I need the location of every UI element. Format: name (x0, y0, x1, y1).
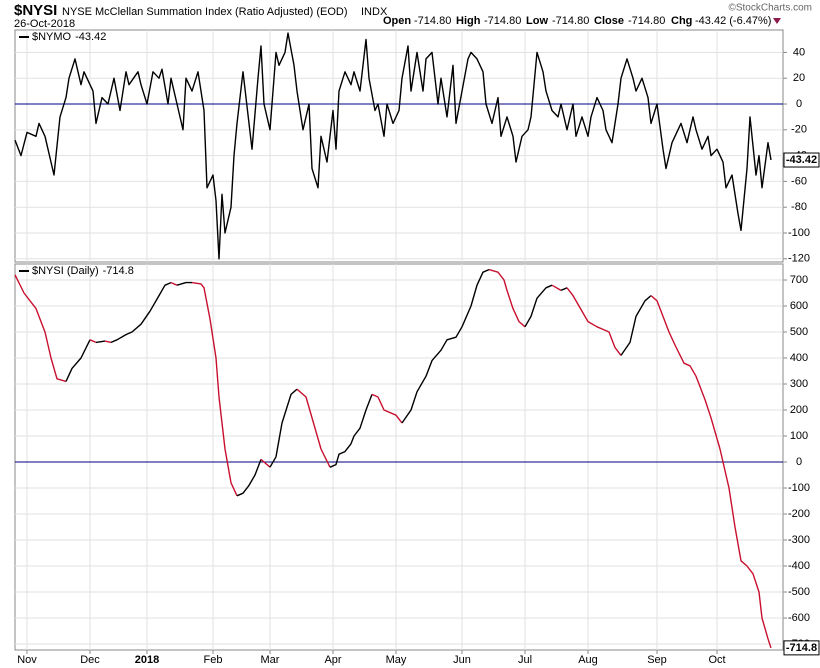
y-tick-label: -80 (791, 201, 807, 213)
series-line (191, 281, 238, 497)
series-line (620, 295, 652, 356)
open-label: Open (383, 15, 411, 27)
y-tick-label: -60 (791, 175, 807, 187)
x-tick-label: Aug (578, 654, 598, 666)
series-line (650, 295, 772, 649)
series-line (236, 459, 262, 497)
panel-frame (14, 263, 784, 651)
x-tick-label: May (386, 654, 407, 666)
series-line (551, 284, 562, 292)
y-tick-label: -120 (788, 253, 810, 265)
legend-name: $NYSI (Daily) (32, 265, 99, 277)
last-value-tag (783, 640, 820, 656)
y-tick-label: 100 (790, 430, 808, 442)
y-tick-label: 0 (796, 456, 802, 468)
x-tick-label: Jun (453, 654, 471, 666)
y-tick-label: 400 (790, 352, 808, 364)
low: -714.80 (552, 15, 589, 27)
close-label: Close (594, 15, 624, 27)
y-tick-label: 200 (790, 404, 808, 416)
exchange: INDX (361, 6, 388, 18)
series-line (296, 388, 331, 468)
series-line (65, 339, 91, 382)
low-label: Low (526, 15, 548, 27)
last-value-label: -43.42 (786, 154, 817, 166)
series-line (401, 268, 490, 424)
index-name: NYSE McClellan Summation Index (Ratio Ad… (62, 6, 348, 18)
y-tick-label: 700 (790, 274, 808, 286)
y-tick-label: 0 (796, 98, 802, 110)
high: -714.80 (484, 15, 521, 27)
x-tick-label: Oct (708, 654, 725, 666)
series-line (566, 287, 622, 356)
y-tick-label: 40 (793, 46, 805, 58)
series-line (524, 284, 553, 328)
copyright: ©StockCharts.com (728, 3, 812, 14)
close: -714.80 (628, 15, 665, 27)
series-line (110, 281, 172, 344)
y-tick-label: -20 (791, 124, 807, 136)
series-line (371, 393, 403, 424)
date: 26-Oct-2018 (14, 18, 75, 30)
series-line (14, 32, 772, 260)
y-tick-label: 500 (790, 326, 808, 338)
x-tick-label: 2018 (135, 654, 159, 666)
y-tick-label: 300 (790, 378, 808, 390)
y-tick-label: -600 (788, 612, 810, 624)
y-tick-label: -400 (788, 560, 810, 572)
series-line (176, 281, 192, 286)
y-tick-label: -100 (788, 227, 810, 239)
last-value-label: -714.8 (786, 642, 817, 654)
panel-frame (14, 29, 784, 263)
series-line (104, 340, 112, 344)
x-tick-label: Apr (324, 654, 341, 666)
legend-value: -43.42 (75, 31, 106, 43)
down-arrow (773, 18, 781, 24)
x-tick-label: Feb (204, 654, 223, 666)
chg: -43.42 (-6.47%) (695, 15, 771, 27)
y-tick-label: 20 (793, 72, 805, 84)
last-value-tag (783, 152, 820, 168)
series-line (269, 388, 298, 468)
y-tick-label: -100 (788, 482, 810, 494)
legend-value: -714.8 (103, 265, 134, 277)
chg-label: Chg (671, 15, 692, 27)
y-tick-label: -200 (788, 508, 810, 520)
series-line (488, 268, 526, 328)
y-tick-label: -500 (788, 586, 810, 598)
series-line (560, 287, 568, 292)
series-line (95, 340, 106, 344)
symbol: $NYSI (14, 2, 57, 19)
y-tick-label: -300 (788, 534, 810, 546)
series-line (260, 458, 271, 468)
series-line (170, 281, 178, 286)
x-tick-label: Jul (518, 654, 532, 666)
legend-name: $NYMO (32, 31, 72, 43)
series-line (14, 274, 67, 383)
y-tick-label: 600 (790, 300, 808, 312)
series-line (329, 394, 373, 468)
x-tick-label: Dec (80, 654, 100, 666)
high-label: High (456, 15, 481, 27)
x-tick-label: Mar (261, 654, 280, 666)
x-tick-label: Nov (17, 654, 37, 666)
x-tick-label: Sep (647, 654, 667, 666)
open: -714.80 (414, 15, 451, 27)
series-line (89, 339, 97, 344)
